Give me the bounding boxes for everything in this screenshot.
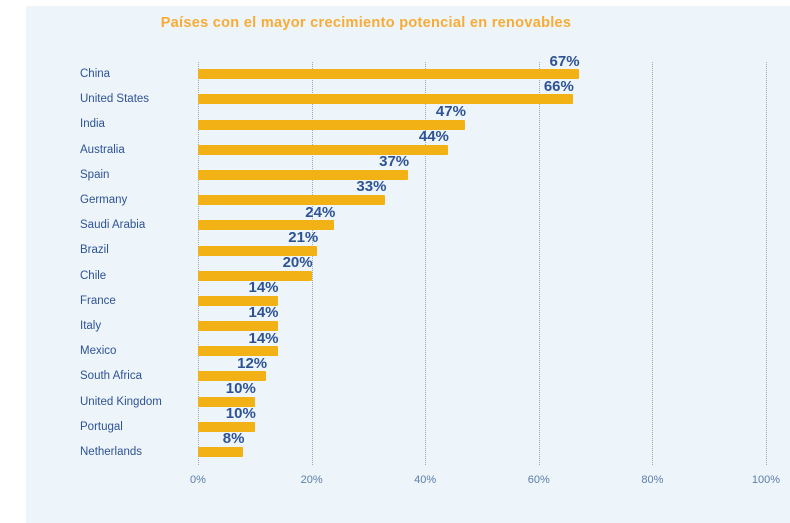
gridline: [425, 62, 427, 465]
x-tick-label: 80%: [641, 474, 664, 486]
country-label: Australia: [80, 143, 125, 156]
bar: [198, 396, 255, 407]
x-axis: 0% 20% 40% 60% 80% 100%: [26, 474, 790, 494]
bar: [198, 270, 312, 281]
bar: [198, 371, 267, 382]
value-label: 33%: [356, 178, 387, 196]
x-tick-label: 60%: [527, 474, 550, 486]
country-label: Netherlands: [80, 445, 143, 458]
x-tick-label: 0%: [190, 474, 206, 486]
gridline: [766, 62, 767, 465]
plot-area: 67% 66% 47% 44% 37% 33% 24% 21% 20% 14% 14% 14% 12% 1…: [198, 53, 767, 465]
country-label: Germany: [80, 194, 128, 207]
chart-title: Países con el mayor crecimiento potencia…: [160, 15, 572, 31]
x-tick-label: 100%: [751, 474, 781, 486]
bar: [198, 421, 255, 432]
bar: [198, 295, 278, 306]
value-label: 21%: [288, 228, 319, 246]
bar: [198, 195, 386, 206]
bar: [198, 245, 318, 256]
bar: [198, 346, 278, 357]
x-tick-label: 20%: [300, 474, 323, 486]
country-label: United States: [80, 93, 150, 106]
country-label: Portugal: [80, 420, 123, 433]
bar: [198, 220, 335, 231]
country-label: Brazil: [80, 244, 109, 257]
value-label: 10%: [225, 405, 256, 423]
value-label: 67%: [549, 52, 580, 70]
gridline: [538, 62, 540, 465]
country-label: France: [80, 294, 116, 307]
value-label: 14%: [248, 329, 279, 347]
value-label: 14%: [248, 279, 279, 297]
bar: [198, 94, 573, 105]
country-label: United Kingdom: [80, 395, 162, 408]
value-label: 66%: [543, 77, 574, 95]
bar: [198, 169, 409, 180]
country-label: Chile: [80, 269, 107, 282]
bar: [198, 69, 579, 80]
country-label: South Africa: [80, 370, 143, 383]
value-label: 12%: [237, 354, 268, 372]
country-label: China: [80, 68, 111, 81]
bar: [198, 321, 278, 332]
bar: [198, 119, 465, 130]
bar: [198, 447, 244, 457]
country-label: Spain: [80, 168, 110, 181]
category-axis: China United States India Australia Spain Ger…: [80, 62, 198, 465]
country-label: Mexico: [80, 345, 117, 358]
gridline: [198, 62, 199, 465]
value-label: 47%: [435, 102, 466, 120]
chart-panel: Países con el mayor crecimiento potencia…: [26, 6, 790, 523]
value-label: 10%: [225, 379, 256, 397]
value-label: 20%: [282, 254, 313, 271]
gridline: [652, 62, 654, 465]
value-label: 14%: [248, 304, 279, 322]
value-label: 24%: [305, 203, 336, 221]
country-label: Saudi Arabia: [80, 219, 146, 232]
country-label: India: [80, 118, 105, 131]
country-label: Italy: [80, 319, 102, 332]
gridline: [311, 62, 313, 465]
value-label: 44%: [418, 128, 449, 146]
value-label: 37%: [379, 153, 410, 171]
bar: [198, 144, 448, 155]
value-label: 8%: [222, 430, 245, 448]
x-tick-label: 40%: [414, 474, 437, 486]
